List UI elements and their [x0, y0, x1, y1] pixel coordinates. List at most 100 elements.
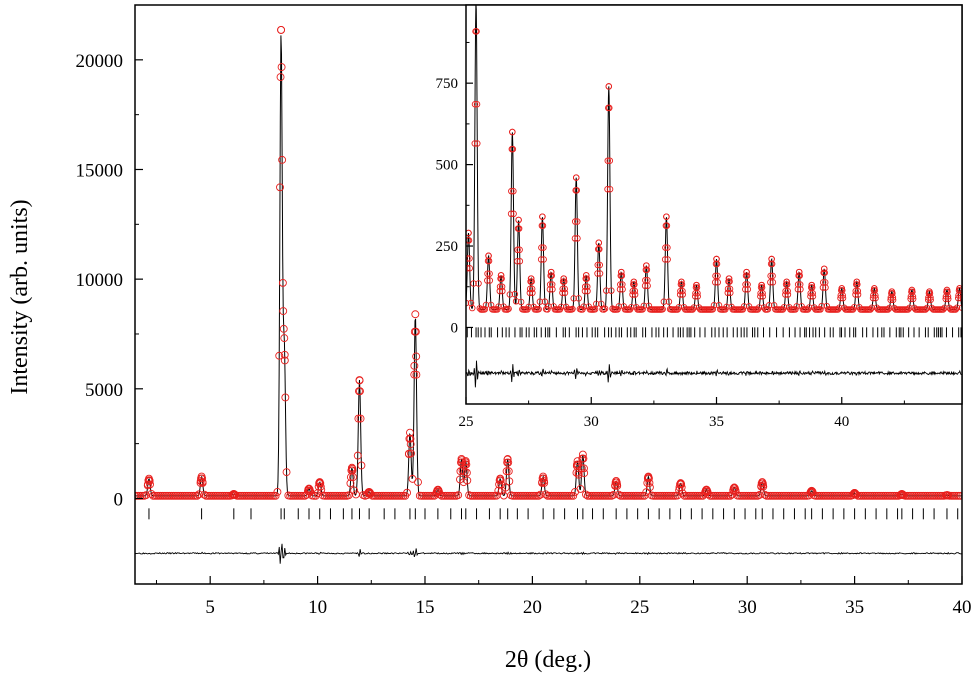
observed-point [606, 157, 614, 164]
observed-point [887, 294, 895, 301]
observed-point [498, 275, 505, 282]
observed-point [807, 486, 816, 495]
observed-point [906, 304, 913, 312]
observed-point [516, 257, 524, 265]
observed-point [572, 174, 580, 181]
observed-point [471, 140, 479, 147]
observed-point [759, 482, 768, 491]
observed-point [276, 73, 285, 82]
observed-point [466, 255, 471, 262]
observed-point [808, 281, 815, 289]
observed-point [457, 454, 466, 463]
observed-point [767, 272, 774, 280]
observed-point [820, 265, 828, 273]
observed-point [676, 291, 684, 298]
inset-plot: 25 30 35 40 0 250 500 750 [436, 4, 963, 430]
observed-point [545, 303, 552, 310]
observed-point [495, 303, 502, 310]
observed-point [758, 281, 765, 289]
inset-frame [465, 4, 963, 405]
observed-point [498, 283, 506, 290]
observed-point [273, 487, 282, 496]
observed-point [584, 283, 591, 290]
observed-point [474, 140, 481, 147]
observed-point [953, 304, 961, 312]
observed-point [886, 304, 893, 312]
observed-point [723, 303, 730, 311]
observed-point [466, 265, 471, 272]
x-tick-label: 30 [738, 597, 757, 618]
observed-point [582, 272, 590, 279]
observed-point [277, 63, 286, 72]
observed-point [536, 490, 545, 499]
observed-point [769, 279, 777, 286]
observed-point [484, 270, 491, 277]
observed-point [871, 287, 879, 294]
observed-point [143, 480, 152, 489]
observed-point [784, 291, 792, 298]
observed-point [433, 485, 442, 494]
observed-point [572, 468, 581, 477]
observed-point [403, 488, 411, 497]
observed-point [956, 491, 962, 500]
observed-point [481, 306, 489, 313]
observed-point [512, 298, 520, 305]
observed-point [515, 225, 523, 232]
observed-point [631, 281, 638, 288]
observed-point [580, 303, 587, 310]
observed-point [851, 489, 860, 498]
observed-point [956, 285, 962, 292]
observed-point [271, 491, 280, 500]
observed-point [784, 287, 791, 295]
observed-point [665, 298, 673, 305]
observed-point [678, 278, 685, 286]
observed-point [412, 370, 421, 379]
observed-point [485, 257, 493, 265]
observed-point [694, 290, 701, 297]
observed-point [579, 464, 588, 473]
observed-point [941, 304, 948, 312]
observed-point [663, 213, 670, 220]
observed-point [541, 490, 550, 499]
observed-point [783, 278, 790, 286]
observed-point [944, 491, 952, 500]
observed-point [278, 155, 287, 164]
observed-point [645, 479, 654, 487]
observed-point [596, 270, 604, 277]
observed-point [280, 356, 289, 365]
observed-point [316, 482, 325, 491]
observed-point [608, 287, 615, 294]
observed-point [583, 275, 591, 282]
observed-point [796, 272, 803, 279]
observed-point [410, 361, 419, 370]
observed-point [854, 287, 862, 295]
observed-point [575, 295, 582, 302]
y-axis-label: Intensity (arb. units) [7, 199, 33, 394]
observed-point [494, 486, 503, 495]
observed-point [731, 486, 740, 495]
observed-point [922, 306, 929, 313]
observed-point [593, 300, 600, 308]
observed-point [678, 281, 686, 288]
observed-point [956, 287, 962, 294]
observed-point [279, 324, 288, 333]
observed-point [939, 306, 947, 313]
observed-point [904, 306, 912, 313]
observed-point [578, 450, 587, 459]
observed-point [571, 235, 579, 242]
observed-point [819, 279, 827, 286]
observed-point [145, 476, 154, 485]
observed-point [276, 183, 284, 192]
observed-point [504, 458, 513, 467]
observed-point [573, 187, 580, 194]
observed-point [349, 473, 357, 482]
observed-point [482, 301, 490, 309]
observed-point [306, 487, 315, 495]
observed-point [909, 293, 917, 300]
observed-point [560, 275, 567, 282]
observed-point [497, 480, 506, 489]
observed-point [852, 287, 860, 295]
observed-point [889, 296, 897, 304]
observed-point [662, 244, 669, 251]
